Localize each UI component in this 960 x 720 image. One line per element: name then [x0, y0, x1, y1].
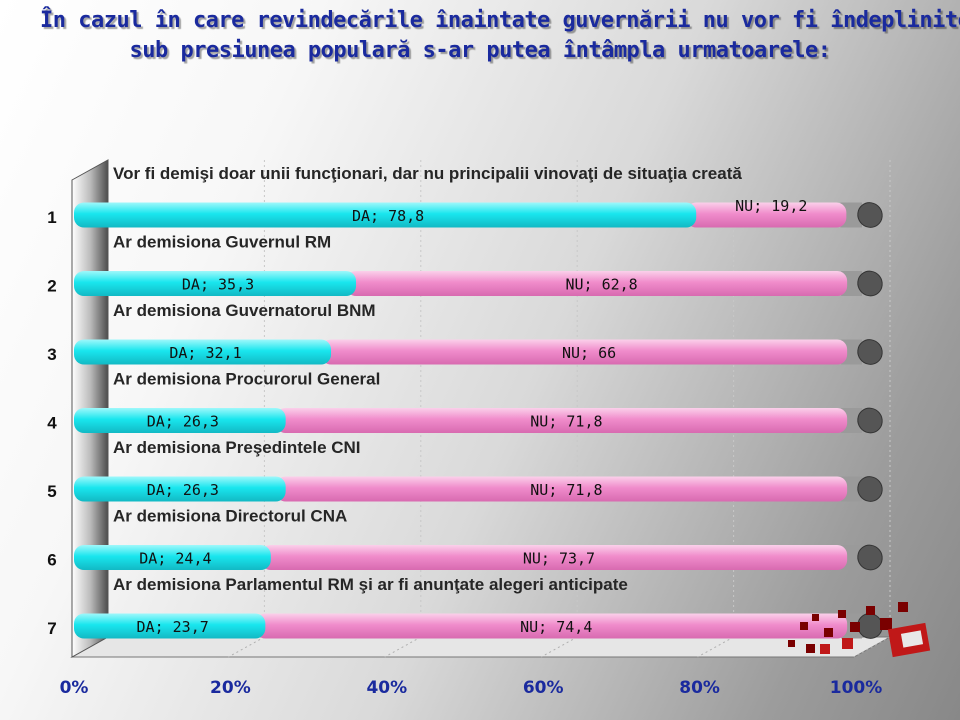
bar-da — [74, 408, 286, 433]
data-label-da: DA; 35,3 — [182, 276, 254, 294]
bar-da — [74, 476, 286, 502]
bar-nu — [346, 271, 848, 296]
data-label-da: DA; 32,1 — [169, 344, 241, 362]
y-category-label: 7 — [47, 619, 56, 638]
x-tick-label: 40% — [366, 678, 407, 698]
y-category-label: 4 — [47, 414, 57, 433]
bar-question-label: Ar demisiona Guvernul RM — [113, 233, 331, 252]
x-tick-label: 20% — [210, 678, 251, 698]
data-label-nu: NU; 74,4 — [520, 618, 592, 636]
gridline — [384, 636, 422, 658]
bar-da — [74, 613, 266, 639]
bar-nu — [321, 339, 848, 365]
bar-question-label: Ar demisiona Preşedintele CNI — [113, 438, 361, 457]
y-category-label: 5 — [47, 482, 56, 501]
bar-nu — [260, 545, 848, 570]
y-category-label: 6 — [47, 551, 56, 570]
bar-question-label: Ar demisiona Directorul CNA — [113, 507, 347, 526]
data-label-nu: NU; 73,7 — [523, 550, 595, 568]
data-label-da: DA; 24,4 — [139, 550, 211, 568]
data-label-da: DA; 26,3 — [147, 413, 219, 431]
data-label-nu: NU; 66 — [562, 344, 616, 362]
bar-da — [74, 202, 697, 228]
chart-floor — [70, 636, 892, 658]
bar-end-cap — [857, 339, 883, 365]
data-label-nu: NU; 71,8 — [530, 413, 602, 431]
chart-title-line-1: În cazul în care revindecările înaintate… — [40, 8, 960, 33]
data-label-da: DA; 26,3 — [147, 481, 219, 499]
bar-question-label: Ar demisiona Procurorul General — [113, 370, 380, 389]
gridline — [540, 636, 578, 658]
bar-nu — [275, 476, 848, 502]
bar-question-label: Ar demisiona Parlamentul RM şi ar fi anu… — [113, 575, 628, 594]
bar-question-label: Ar demisiona Guvernatorul BNM — [113, 301, 376, 320]
bar-da — [74, 339, 332, 365]
decorative-logo-icon — [788, 602, 931, 658]
bar-nu — [686, 202, 847, 228]
data-label-nu: NU; 62,8 — [565, 276, 637, 294]
gridline — [853, 636, 891, 658]
x-tick-label: 0% — [60, 678, 89, 698]
bar-end-cap — [857, 407, 883, 434]
bar-da — [74, 545, 271, 570]
bar-end-cap — [857, 544, 883, 571]
data-label-nu: NU; 71,8 — [530, 481, 602, 499]
data-label-da: DA; 23,7 — [137, 618, 209, 636]
x-tick-label: 60% — [523, 678, 564, 698]
gridline — [228, 636, 265, 658]
bar-end-cap — [857, 613, 883, 639]
bar-end-cap — [857, 476, 883, 502]
chart-title: În cazul în care revindecările înaintate… — [40, 6, 960, 66]
bar-nu — [275, 408, 848, 433]
data-label-nu: NU; 19,2 — [735, 197, 807, 215]
gridline — [697, 636, 734, 658]
bar-nu — [255, 613, 848, 639]
y-category-label: 1 — [47, 208, 56, 227]
y-category-label: 2 — [47, 277, 56, 296]
y-category-label: 3 — [47, 345, 56, 364]
bar-question-label: Vor fi demişi doar unii funcţionari, dar… — [113, 164, 742, 183]
bar-end-cap — [857, 270, 883, 297]
bar-da — [74, 271, 357, 296]
x-tick-label: 100% — [830, 678, 883, 698]
x-tick-label: 80% — [679, 678, 720, 698]
chart-title-line-2: sub presiunea populară s-ar putea întâmp… — [129, 38, 831, 63]
data-label-da: DA; 78,8 — [352, 207, 424, 225]
bar-remainder — [840, 202, 862, 228]
bar-end-cap — [857, 202, 883, 228]
